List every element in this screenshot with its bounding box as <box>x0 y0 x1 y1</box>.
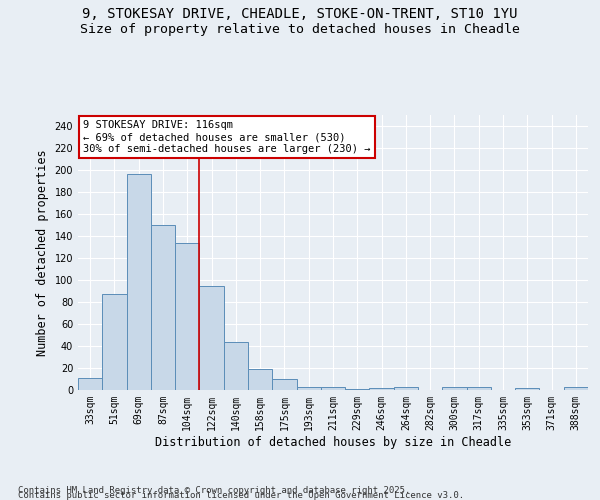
Text: Contains public sector information licensed under the Open Government Licence v3: Contains public sector information licen… <box>18 491 464 500</box>
Bar <box>321 386 345 390</box>
Bar <box>394 386 418 390</box>
Bar <box>442 386 467 390</box>
Bar <box>78 378 102 390</box>
Bar <box>345 389 370 390</box>
Bar <box>248 369 272 390</box>
Y-axis label: Number of detached properties: Number of detached properties <box>36 149 49 356</box>
Bar <box>102 294 127 390</box>
Bar <box>564 386 588 390</box>
Bar <box>151 225 175 390</box>
Bar <box>199 286 224 390</box>
Text: 9 STOKESAY DRIVE: 116sqm
← 69% of detached houses are smaller (530)
30% of semi-: 9 STOKESAY DRIVE: 116sqm ← 69% of detach… <box>83 120 371 154</box>
Text: Size of property relative to detached houses in Cheadle: Size of property relative to detached ho… <box>80 22 520 36</box>
Text: Contains HM Land Registry data © Crown copyright and database right 2025.: Contains HM Land Registry data © Crown c… <box>18 486 410 495</box>
Text: 9, STOKESAY DRIVE, CHEADLE, STOKE-ON-TRENT, ST10 1YU: 9, STOKESAY DRIVE, CHEADLE, STOKE-ON-TRE… <box>82 8 518 22</box>
X-axis label: Distribution of detached houses by size in Cheadle: Distribution of detached houses by size … <box>155 436 511 448</box>
Bar <box>127 174 151 390</box>
Bar <box>467 386 491 390</box>
Bar <box>175 242 199 390</box>
Bar <box>515 388 539 390</box>
Bar <box>296 386 321 390</box>
Bar <box>224 342 248 390</box>
Bar <box>370 388 394 390</box>
Bar <box>272 379 296 390</box>
